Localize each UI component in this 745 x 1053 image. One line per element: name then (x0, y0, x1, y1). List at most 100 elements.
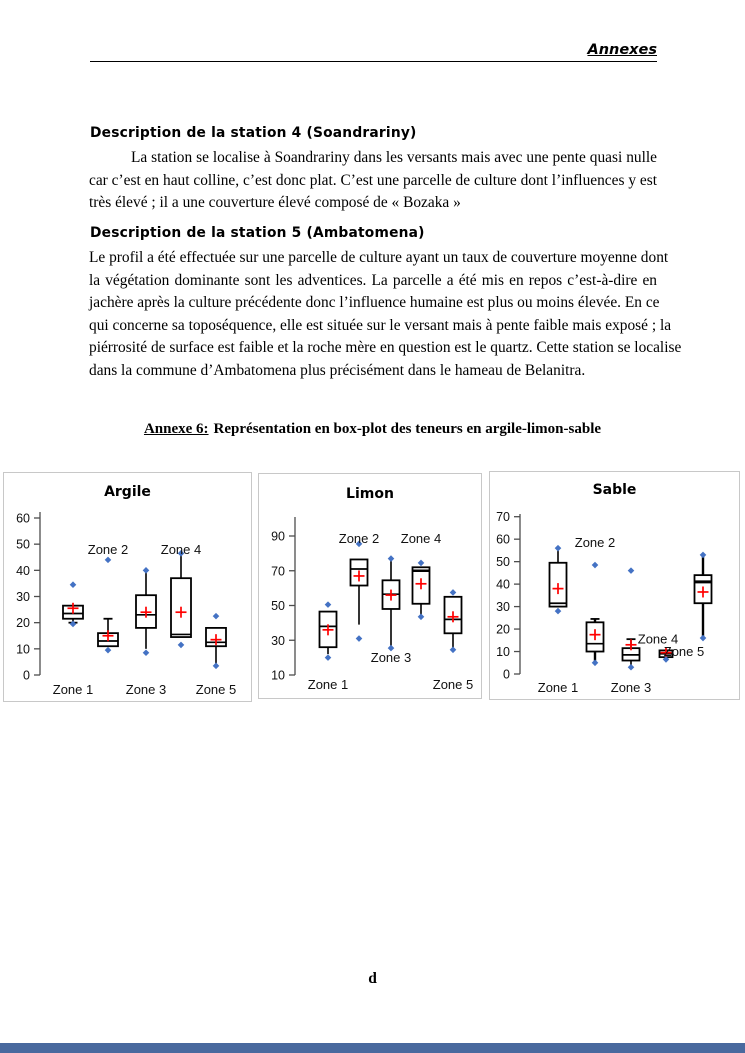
paragraph-line: la végétation dominante sont les adventi… (89, 271, 657, 289)
chart-frame (258, 473, 482, 699)
paragraph-line: très élevé ; il a une couverture élevé c… (89, 194, 461, 212)
y-tick-label: 70 (496, 510, 510, 524)
y-tick-label: 50 (271, 599, 285, 613)
data-point (69, 581, 77, 589)
box-plot-zone-5: Zone 5 (664, 551, 713, 659)
boxplot-charts: Argile 0 10 20 30 40 50 60 Zone 1 Zone 2 Zone 3 Zon… (3, 471, 740, 702)
zone-label: Zone 2 (339, 531, 379, 546)
section-heading-station4: Description de la station 4 (Soandrariny… (90, 125, 417, 141)
paragraph-line: qui concerne sa toposéquence, elle est s… (89, 316, 672, 334)
zone-label: Zone 5 (433, 677, 473, 692)
bottom-bar (0, 1043, 745, 1053)
y-tick-label: 0 (503, 668, 510, 682)
data-point (212, 612, 220, 620)
data-point (142, 567, 150, 574)
data-point (387, 555, 395, 562)
annex-title-label: Annexe 6: (143, 421, 209, 437)
chart-frame (3, 472, 252, 702)
y-tick-label: 30 (271, 634, 285, 648)
chart-limon: Limon 10 30 50 70 90 Zone 1 Zone 2 Zone 3 Zone 4 Z… (258, 473, 482, 699)
page-number: d (368, 970, 377, 987)
box-plot-zone-2: Zone 2 (339, 531, 379, 642)
box-plot-zone-3: Zone 3 (371, 555, 411, 665)
data-point (662, 656, 670, 663)
data-point (554, 544, 562, 552)
zone-label: Zone 5 (196, 682, 236, 697)
paragraph-station4: La station se localise à Soandrariny dan… (89, 147, 657, 215)
data-point (627, 663, 635, 671)
y-tick-label: 10 (16, 642, 30, 656)
data-point (324, 601, 332, 608)
y-tick-label: 10 (271, 669, 285, 683)
y-tick-label: 60 (496, 533, 510, 547)
box-plot-zone-1: Zone 1 (308, 601, 348, 692)
y-tick-label: 40 (16, 564, 30, 578)
data-point (591, 659, 599, 667)
chart-sable: Sable 0 10 20 30 40 50 60 70 Zone 1 Zone 2 Zone 3 Zo… (489, 471, 740, 700)
data-point (177, 550, 185, 557)
header-title: Annexes (587, 42, 657, 58)
zone-label: Zone 1 (308, 677, 348, 692)
y-tick-label: 60 (16, 511, 30, 525)
zone-label: Zone 1 (53, 682, 93, 697)
box-plot-zone-4: Zone 4 (638, 632, 678, 663)
data-point (591, 561, 599, 569)
y-tick-label: 70 (271, 564, 285, 578)
y-tick-label: 20 (16, 616, 30, 630)
data-point (699, 551, 707, 559)
data-point (355, 635, 363, 642)
box-plot-zone-3: Zone 3 (611, 567, 651, 695)
y-tick-label: 0 (23, 669, 30, 683)
zone-label: Zone 2 (575, 535, 615, 550)
paragraph-line: car c’est en haut colline, c’est donc pl… (89, 171, 657, 189)
data-point (69, 620, 77, 628)
header-rule (90, 61, 657, 62)
data-point (104, 556, 112, 564)
zone-label: Zone 4 (401, 531, 441, 546)
annex-title-text: Représentation en box-plot des teneurs e… (213, 421, 602, 437)
box-plot-zone-2: Zone 2 (575, 535, 615, 667)
box-plot-zone-1: Zone 1 (53, 581, 93, 697)
y-tick-label: 50 (16, 538, 30, 552)
zone-label: Zone 5 (664, 644, 704, 659)
zone-label: Zone 4 (161, 542, 201, 557)
paragraph-line: jachère après la culture précédente donc… (89, 294, 660, 312)
chart-title: Sable (593, 482, 637, 498)
zone-label: Zone 4 (638, 632, 678, 647)
data-point (417, 559, 425, 567)
y-tick-label: 30 (496, 600, 510, 614)
paragraph-line: La station se localise à Soandrariny dan… (131, 149, 657, 166)
box-plot-zone-3: Zone 3 (126, 567, 166, 697)
zone-label: Zone 2 (88, 542, 128, 557)
section-heading-station5: Description de la station 5 (Ambatomena) (90, 225, 425, 241)
data-point (355, 540, 363, 548)
data-point (699, 634, 707, 642)
paragraph-line: piérrosité de surface est faible et la r… (89, 339, 682, 357)
y-tick-label: 20 (496, 623, 510, 637)
paragraph-station5: Le profil a été effectuée sur une parcel… (89, 247, 682, 383)
box-plot-zone-4: Zone 4 (401, 531, 441, 621)
annex-title: Annexe 6: Représentation en box-plot des … (0, 421, 745, 438)
y-tick-label: 30 (16, 590, 30, 604)
y-tick-label: 90 (271, 530, 285, 544)
box-plot-zone-1: Zone 1 (538, 544, 578, 695)
chart-title: Limon (346, 486, 394, 502)
zone-label: Zone 3 (126, 682, 166, 697)
data-point (417, 613, 425, 621)
box-plot-zone-5: Zone 5 (433, 589, 473, 692)
paragraph-line: Le profil a été effectuée sur une parcel… (89, 249, 669, 266)
zone-label: Zone 3 (371, 650, 411, 665)
chart-title: Argile (104, 484, 151, 500)
data-point (627, 567, 635, 574)
data-point (387, 644, 395, 652)
y-tick-label: 40 (496, 578, 510, 592)
zone-label: Zone 3 (611, 680, 651, 695)
zone-label: Zone 1 (538, 680, 578, 695)
box-plot-zone-4: Zone 4 (161, 542, 201, 649)
data-point (554, 607, 562, 615)
y-tick-label: 50 (496, 555, 510, 569)
chart-argile: Argile 0 10 20 30 40 50 60 Zone 1 Zone 2 Zone 3 Zon… (3, 472, 252, 702)
paragraph-line: dans la commune d’Ambatomena plus précis… (89, 361, 586, 379)
y-tick-label: 10 (496, 645, 510, 659)
